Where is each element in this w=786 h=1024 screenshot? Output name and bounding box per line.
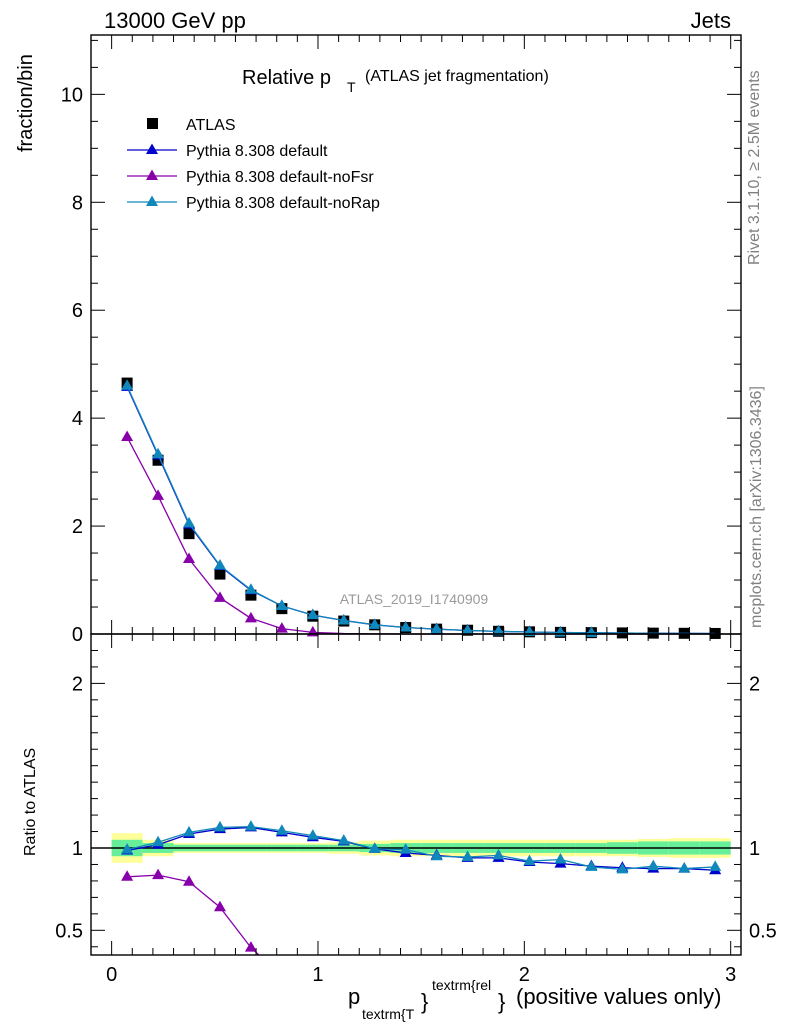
ratio-ytick-label: 2	[72, 673, 83, 695]
legend-label-default: Pythia 8.308 default	[186, 143, 328, 160]
ratio-marker-3	[213, 900, 226, 912]
ratio-marker-14	[554, 853, 567, 864]
ratio-marker-16	[616, 862, 629, 874]
ratio-line	[126, 826, 716, 871]
ratio-ytick-label-right: 0.5	[749, 920, 777, 942]
ratio-marker-18	[678, 862, 691, 873]
ratio-marker-0	[121, 843, 134, 854]
data-marker-6	[306, 608, 319, 620]
ratio-marker-6	[306, 829, 319, 840]
data-marker-1	[152, 489, 165, 500]
data-point-3	[214, 568, 226, 580]
x-axis-title-subscript: textrm{T	[362, 1006, 415, 1022]
data-point-1	[152, 454, 164, 466]
ratio-marker-17	[647, 859, 660, 871]
x-axis-title-suffix: (positive values only)	[516, 984, 721, 1009]
title-subscript: T	[347, 79, 356, 95]
legend-marker-norap	[127, 195, 177, 206]
main-ytick-label: 8	[72, 192, 83, 214]
data-point-2	[183, 528, 195, 540]
data-marker-10	[430, 622, 443, 634]
analysis-watermark: ATLAS_2019_I1740909	[340, 591, 489, 607]
ratio-marker-4	[244, 941, 257, 952]
ratio-marker-2	[183, 875, 196, 886]
ratio-line	[127, 874, 260, 955]
axis-ticks: 0 2 4 6 8 10 0 1 2 3 0.5 0.5 1 1 2 2	[55, 35, 777, 986]
main-title: Relative p T (ATLAS jet fragmentation)	[242, 67, 549, 95]
x-axis-title-superscript: textrm{rel	[432, 977, 491, 993]
ratio-marker-12	[492, 848, 505, 860]
data-marker-2	[183, 552, 196, 563]
ratio-marker-4	[244, 820, 257, 831]
ratio-marker-7	[337, 834, 350, 845]
legend-label-atlas: ATLAS	[186, 117, 236, 134]
legend-label-nofsr: Pythia 8.308 default-noFsr	[186, 169, 374, 186]
data-marker-0	[121, 430, 134, 442]
main-ytick-label: 6	[72, 300, 83, 322]
main-ytick-label: 10	[61, 84, 83, 106]
ratio-ytick-label: 1	[72, 838, 83, 860]
observable-group-label: Jets	[690, 8, 731, 33]
data-marker-8	[368, 618, 381, 629]
ratio-marker-1	[152, 868, 165, 880]
ratio-ytick-label-right: 1	[749, 838, 760, 860]
data-marker-1	[152, 447, 165, 459]
legend-marker-default	[127, 143, 177, 154]
ratio-series-2	[121, 820, 722, 874]
ratio-ytick-label: 0.5	[55, 920, 83, 942]
main-ytick-label: 2	[72, 516, 83, 538]
legend-marker-atlas	[147, 118, 158, 129]
ratio-xtick-label: 2	[519, 964, 530, 986]
data-marker-4	[244, 611, 257, 623]
ratio-line	[126, 825, 716, 871]
title-main: Relative p	[242, 67, 331, 89]
x-axis-title: p textrm{T } textrm{rel } (positive valu…	[348, 977, 721, 1022]
data-marker-2	[183, 516, 196, 528]
data-marker-5	[275, 599, 288, 610]
legend: ATLAS Pythia 8.308 default Pythia 8.308 …	[127, 117, 380, 212]
ratio-marker-3	[213, 820, 226, 832]
ratio-xtick-label: 3	[725, 964, 736, 986]
data-marker-11	[461, 623, 474, 635]
ratio-marker-13	[523, 854, 536, 866]
ratio-xtick-label: 0	[106, 964, 117, 986]
panel-frames	[90, 34, 742, 956]
process-label: 13000 GeV pp	[104, 8, 246, 33]
x-axis-title-brace-1: }	[421, 989, 428, 1014]
ratio-marker-2	[183, 825, 196, 837]
ratio-xtick-label: 1	[312, 964, 323, 986]
legend-marker-nofsr	[127, 169, 177, 180]
ratio-marker-9	[399, 843, 412, 854]
title-suffix: (ATLAS jet fragmentation)	[365, 68, 549, 85]
main-ytick-label: 0	[72, 624, 83, 646]
data-marker-5	[275, 622, 288, 633]
ratio-panel-frame	[90, 633, 742, 956]
data-marker-6	[306, 625, 319, 637]
ratio-marker-0	[121, 870, 134, 881]
ratio-marker-19	[709, 860, 722, 871]
ratio-marker-15	[585, 860, 598, 871]
main-ytick-label: 4	[72, 408, 83, 430]
ratio-marker-8	[368, 842, 381, 853]
ratio-panel-series	[121, 820, 722, 955]
data-marker-12	[492, 624, 505, 636]
data-marker-0	[121, 379, 134, 390]
data-marker-4	[244, 583, 257, 594]
data-marker-7	[337, 614, 350, 625]
data-marker-9	[399, 621, 412, 632]
data-marker-3	[213, 558, 226, 570]
data-marker-3	[213, 591, 226, 602]
x-axis-title-main: p	[348, 984, 360, 1009]
ratio-series-1	[121, 868, 260, 955]
ratio-marker-1	[152, 835, 165, 847]
ratio-ytick-label-right: 2	[749, 673, 760, 695]
ratio-marker-5	[275, 824, 288, 835]
x-axis-title-brace-2: }	[498, 989, 505, 1014]
legend-label-norap: Pythia 8.308 default-noRap	[186, 195, 380, 212]
ratio-marker-10	[430, 849, 443, 861]
data-point-4	[245, 589, 257, 601]
ratio-marker-11	[461, 850, 474, 862]
